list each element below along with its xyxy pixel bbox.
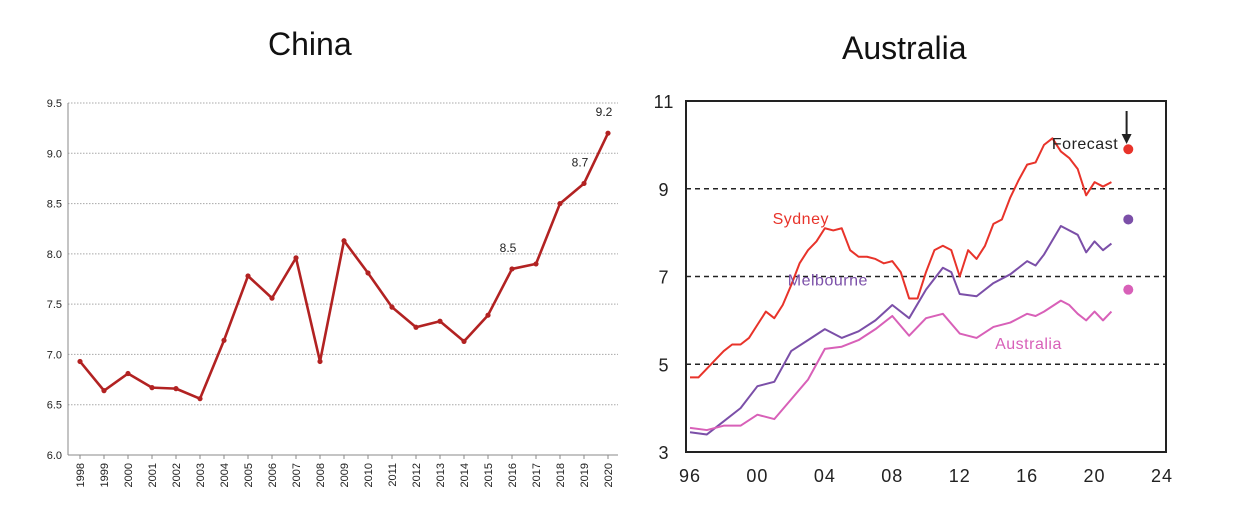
x-tick-label: 20 <box>1084 466 1106 486</box>
x-tick-label: 16 <box>1016 466 1038 486</box>
x-tick-label: 00 <box>746 466 768 486</box>
china-data-point <box>365 270 371 276</box>
x-tick-label: 2009 <box>339 463 351 487</box>
y-tick-label: 8.0 <box>47 249 62 261</box>
x-tick-label: 96 <box>679 466 701 486</box>
x-tick-label: 24 <box>1151 466 1173 486</box>
series-label-sydney: Sydney <box>773 211 829 228</box>
y-tick-label: 8.5 <box>47 199 62 211</box>
china-data-point <box>461 338 467 344</box>
china-data-point <box>557 200 563 207</box>
china-chart-title: China <box>268 26 352 62</box>
china-data-point <box>221 337 227 343</box>
x-tick-label: 2000 <box>123 463 135 487</box>
forecast-label: Forecast <box>1052 136 1118 153</box>
y-tick-label: 11 <box>654 92 675 112</box>
china-line-chart: 6.0 6.5 7.0 7.5 8.0 8.5 9.0 9.5 1998 1999 2000 2001… <box>47 98 618 487</box>
y-tick-label: 5 <box>658 355 669 375</box>
australia-chart-title: Australia <box>842 30 967 66</box>
china-data-point <box>509 266 515 272</box>
x-tick-label: 2010 <box>363 463 375 487</box>
x-tick-label: 2020 <box>603 463 615 487</box>
x-tick-label: 2004 <box>219 463 231 487</box>
china-data-point <box>413 324 419 330</box>
china-data-point <box>317 358 323 365</box>
x-tick-label: 2013 <box>435 463 447 487</box>
data-label: 8.5 <box>500 241 517 255</box>
china-data-point <box>197 396 203 402</box>
china-data-point <box>437 318 443 324</box>
y-tick-label: 6.5 <box>47 400 62 412</box>
y-tick-label: 9.0 <box>47 148 62 160</box>
series-line-melbourne <box>689 225 1113 436</box>
china-data-point <box>341 238 347 244</box>
y-tick-label: 7 <box>658 268 669 288</box>
forecast-point-australia <box>1123 284 1134 295</box>
x-tick-label: 2018 <box>555 463 567 487</box>
series-label-australia: Australia <box>995 336 1062 353</box>
x-tick-label: 2001 <box>147 463 159 487</box>
x-tick-label: 1998 <box>75 463 87 487</box>
series-label-melbourne: Melbourne <box>788 272 868 289</box>
x-tick-label: 2019 <box>579 463 591 487</box>
x-tick-label: 2006 <box>267 463 279 487</box>
x-tick-label: 2002 <box>171 463 183 487</box>
x-tick-label: 2016 <box>507 463 519 487</box>
china-data-point <box>173 386 179 392</box>
y-tick-label: 9.5 <box>47 98 62 110</box>
x-tick-label: 2011 <box>387 463 399 487</box>
y-tick-label: 9 <box>658 180 669 200</box>
forecast-arrow-head <box>1121 134 1132 144</box>
x-tick-label: 2005 <box>243 463 255 487</box>
x-tick-label: 2014 <box>459 463 471 487</box>
china-data-point <box>605 130 611 136</box>
y-tick-label: 7.0 <box>47 349 62 361</box>
china-data-point <box>533 261 539 267</box>
x-tick-label: 2007 <box>291 463 303 487</box>
y-tick-label: 3 <box>658 443 669 463</box>
series-line-sydney <box>690 137 1112 379</box>
forecast-point-melbourne <box>1123 214 1134 225</box>
china-data-point <box>149 385 155 391</box>
x-tick-label: 08 <box>881 466 903 486</box>
x-tick-label: 2012 <box>411 463 423 487</box>
x-tick-label: 12 <box>949 466 971 486</box>
china-data-point <box>293 255 299 261</box>
y-tick-label: 6.0 <box>47 450 62 462</box>
china-data-point <box>485 312 491 318</box>
x-tick-label: 2017 <box>531 463 543 487</box>
data-label: 8.7 <box>572 155 589 169</box>
x-tick-label: 2015 <box>483 463 495 487</box>
y-tick-label: 7.5 <box>47 299 62 311</box>
x-tick-label: 04 <box>814 466 836 486</box>
data-label: 9.2 <box>596 105 613 119</box>
china-data-point <box>101 388 107 394</box>
china-data-point <box>389 304 395 310</box>
china-data-point <box>125 370 131 377</box>
china-data-point <box>581 180 587 187</box>
forecast-point-sydney <box>1123 144 1134 155</box>
china-data-point <box>269 295 275 301</box>
china-data-point <box>245 273 251 279</box>
series-line-australia <box>689 299 1113 432</box>
x-tick-label: 2008 <box>315 463 327 487</box>
x-tick-label: 1999 <box>99 463 111 487</box>
china-data-point <box>77 358 83 365</box>
x-tick-label: 2003 <box>195 463 207 487</box>
